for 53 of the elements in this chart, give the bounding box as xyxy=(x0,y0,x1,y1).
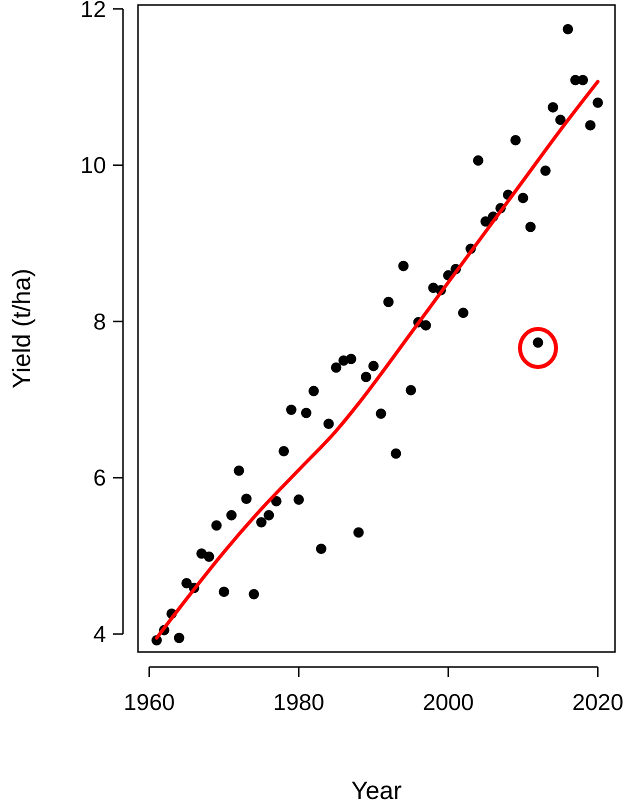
y-tick-label: 8 xyxy=(93,308,106,334)
point xyxy=(578,74,588,86)
x-axis-title: Year xyxy=(351,777,402,805)
point xyxy=(278,446,289,456)
point xyxy=(286,404,296,415)
point xyxy=(353,527,364,538)
point xyxy=(458,308,468,318)
point xyxy=(525,222,536,232)
point xyxy=(204,551,214,562)
point xyxy=(420,320,432,331)
point xyxy=(360,372,372,382)
point xyxy=(308,386,319,396)
x-tick-label: 1980 xyxy=(273,689,324,715)
point xyxy=(323,418,334,430)
point xyxy=(174,632,184,644)
point xyxy=(540,165,551,176)
point xyxy=(234,466,244,476)
point xyxy=(248,588,260,600)
point xyxy=(585,120,596,131)
point xyxy=(406,385,416,396)
point xyxy=(510,134,521,146)
point xyxy=(316,544,326,554)
point xyxy=(181,578,192,588)
point xyxy=(294,494,304,505)
x-tick-label: 2020 xyxy=(572,689,624,715)
point xyxy=(256,517,267,528)
point xyxy=(376,408,386,419)
x-tick-label: 1960 xyxy=(124,689,175,715)
y-tick-label: 4 xyxy=(93,621,106,648)
point xyxy=(226,510,237,520)
point xyxy=(368,360,379,372)
point xyxy=(211,520,222,531)
point xyxy=(398,260,409,272)
y-tick-label: 6 xyxy=(93,464,106,491)
y-tick-label: 10 xyxy=(80,152,106,178)
y-tick-label: 12 xyxy=(80,0,106,22)
point xyxy=(301,408,312,418)
point xyxy=(264,510,274,520)
point xyxy=(330,362,342,373)
point xyxy=(472,155,484,166)
point xyxy=(346,354,356,364)
point xyxy=(592,97,604,108)
point xyxy=(271,496,282,506)
point xyxy=(555,114,566,126)
point xyxy=(241,494,252,504)
point xyxy=(562,24,574,34)
point xyxy=(518,192,528,204)
point xyxy=(548,102,558,113)
point xyxy=(390,448,402,459)
point xyxy=(383,296,394,308)
y-axis-title: Yield (t/ha) xyxy=(8,268,36,388)
point xyxy=(218,586,230,598)
x-tick-label: 2000 xyxy=(422,689,474,715)
